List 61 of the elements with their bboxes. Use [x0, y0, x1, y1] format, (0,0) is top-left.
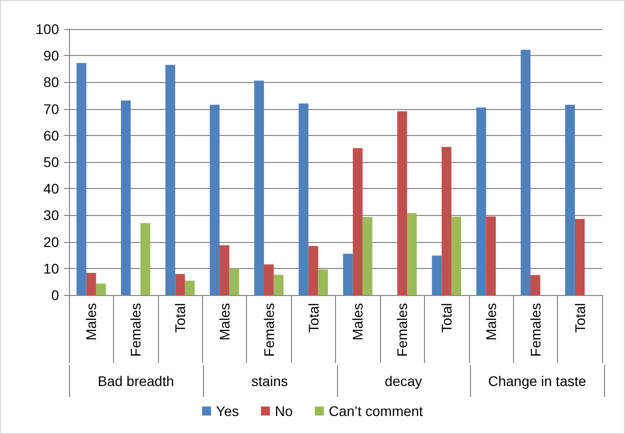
bar [343, 254, 353, 295]
bar [76, 63, 86, 295]
bar [254, 80, 264, 295]
bar [184, 280, 195, 295]
bar [298, 103, 308, 295]
x-tick-label: Total [572, 303, 588, 333]
y-tick-label: 40 [43, 180, 60, 197]
bar [229, 268, 240, 295]
x-tick-label: Females [527, 303, 544, 357]
bar [362, 217, 372, 295]
x-tick-label: Females [128, 303, 144, 357]
y-tick-label: 20 [43, 234, 60, 250]
bar [96, 284, 106, 295]
y-tick-label: 90 [43, 48, 60, 64]
legend-label: Can’t comment [328, 403, 424, 419]
bar [274, 274, 284, 295]
bar [520, 50, 530, 295]
bar [210, 104, 220, 295]
x-tick-label: Males [216, 303, 232, 340]
y-tick-label: 30 [43, 207, 60, 224]
bar [432, 256, 442, 295]
bar [220, 245, 230, 295]
bar [451, 216, 462, 295]
y-tick-label: 100 [36, 21, 60, 37]
bar [407, 213, 417, 295]
bar [565, 104, 575, 295]
x-tick-label: Males [350, 303, 366, 340]
text: decay [384, 373, 422, 389]
text: Change in taste [488, 373, 586, 389]
bar [486, 216, 496, 295]
y-tick-label: 80 [43, 74, 60, 90]
x-tick-label: Total [305, 303, 322, 333]
bar [175, 274, 185, 295]
legend-label: No [274, 403, 294, 419]
x-tick-label: Females [394, 303, 410, 357]
legend-label: Yes [216, 403, 239, 419]
y-tick-label: 60 [43, 127, 60, 144]
bar [165, 64, 176, 295]
bar [120, 100, 131, 295]
bar [264, 264, 274, 295]
text: stains [251, 373, 288, 389]
bar [574, 218, 585, 295]
bar [530, 275, 540, 295]
bar [86, 272, 96, 295]
x-tick-label: Females [260, 303, 277, 357]
bar [140, 223, 150, 295]
x-tick-label: Males [482, 303, 499, 340]
bar [352, 148, 363, 295]
y-tick-label: 0 [51, 287, 60, 303]
x-tick-label: Total [438, 303, 455, 333]
bar [442, 146, 452, 295]
x-tick-label: Total [172, 303, 188, 333]
bar [308, 246, 318, 295]
y-tick-label: 50 [43, 154, 60, 170]
y-tick-label: 70 [43, 100, 60, 117]
text: Bad breadth [98, 373, 174, 389]
y-tick-label: 10 [43, 260, 60, 276]
bar [397, 111, 408, 295]
bar [476, 107, 486, 295]
x-tick-label: Males [83, 303, 100, 340]
bar [318, 269, 328, 295]
